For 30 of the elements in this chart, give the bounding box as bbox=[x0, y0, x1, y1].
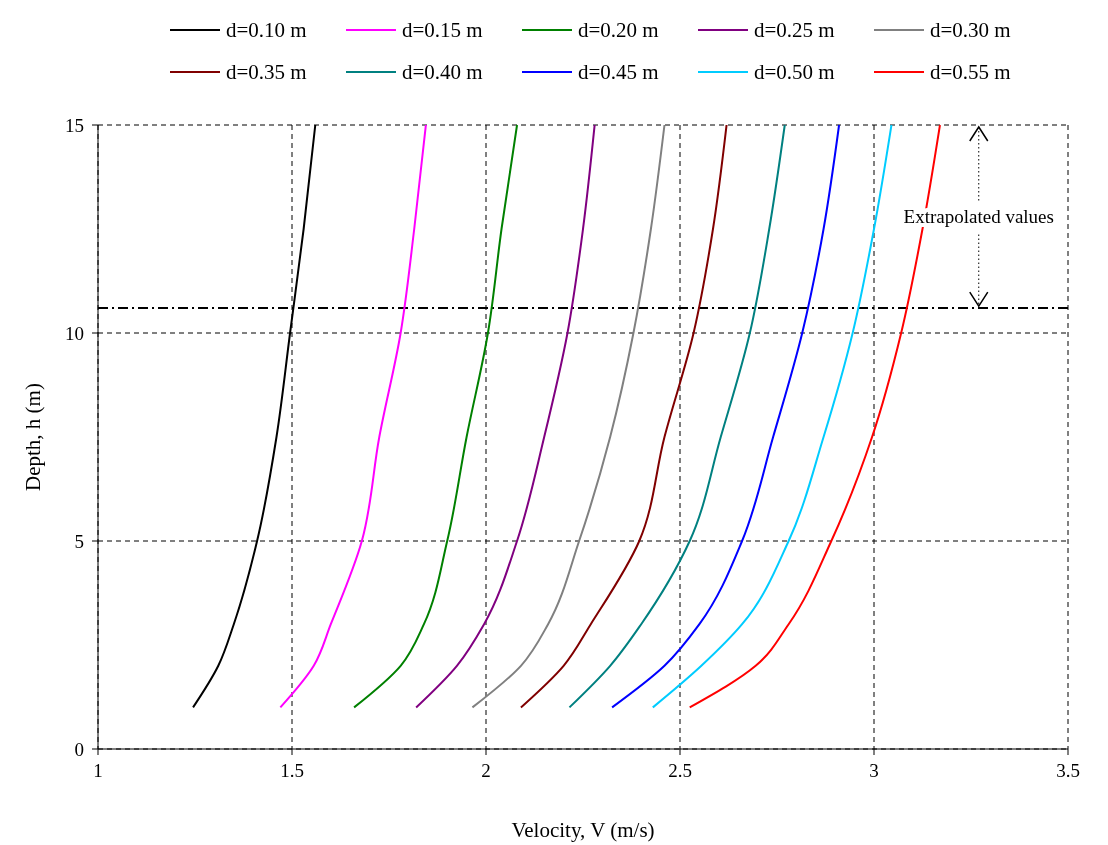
line-series bbox=[471, 124, 666, 709]
legend-label: d=0.25 m bbox=[754, 18, 835, 42]
x-tick-label: 3.5 bbox=[1056, 760, 1080, 781]
y-tick-label: 0 bbox=[74, 739, 84, 760]
x-axis-title: Velocity, V (m/s) bbox=[511, 818, 655, 842]
x-tick-label: 3 bbox=[869, 760, 879, 781]
x-tick-label: 2.5 bbox=[668, 760, 692, 781]
line-series bbox=[611, 124, 841, 709]
x-tick-label: 1.5 bbox=[280, 760, 304, 781]
legend-label: d=0.40 m bbox=[402, 60, 483, 84]
line-series bbox=[568, 124, 786, 709]
line-series bbox=[519, 124, 728, 709]
line-series bbox=[651, 124, 893, 709]
legend-label: d=0.55 m bbox=[930, 60, 1011, 84]
line-series bbox=[415, 124, 596, 709]
y-tick-label: 15 bbox=[65, 115, 84, 136]
x-tick-label: 1 bbox=[93, 760, 103, 781]
y-tick-label: 10 bbox=[65, 323, 84, 344]
y-axis-title: Depth, h (m) bbox=[21, 383, 45, 491]
y-tick-label: 5 bbox=[74, 531, 84, 552]
line-series bbox=[353, 124, 519, 709]
legend-label: d=0.30 m bbox=[930, 18, 1011, 42]
x-tick-label: 2 bbox=[481, 760, 491, 781]
legend-label: d=0.15 m bbox=[402, 18, 483, 42]
legend-label: d=0.10 m bbox=[226, 18, 307, 42]
legend-label: d=0.35 m bbox=[226, 60, 307, 84]
line-series bbox=[279, 124, 427, 709]
legend-label: d=0.45 m bbox=[578, 60, 659, 84]
legend-label: d=0.20 m bbox=[578, 18, 659, 42]
legend-label: d=0.50 m bbox=[754, 60, 835, 84]
